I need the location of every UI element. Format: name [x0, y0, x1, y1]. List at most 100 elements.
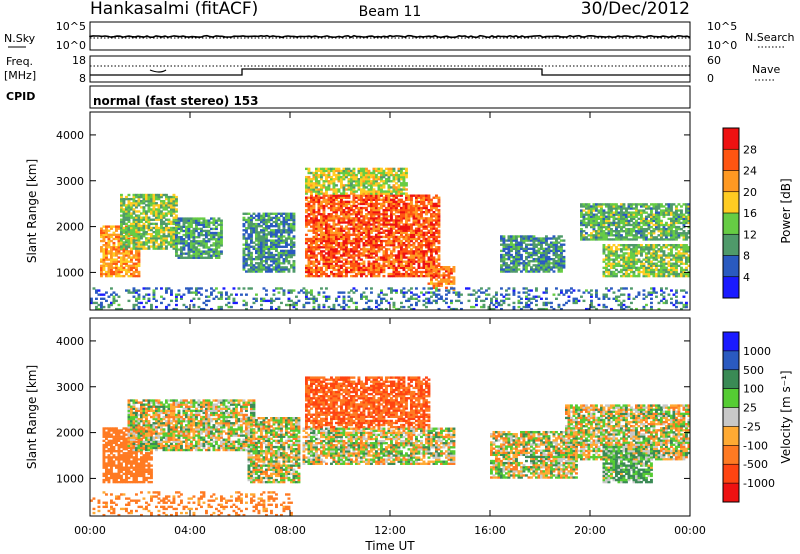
echo-cell [380, 219, 383, 222]
echo-cell [242, 253, 246, 257]
echo-cell [267, 231, 271, 234]
echo-cell [310, 219, 313, 222]
echo-cell [340, 180, 343, 183]
echo-cell [120, 256, 123, 259]
echo-cell [407, 260, 411, 263]
echo-cell [410, 215, 413, 218]
echo-cell [412, 256, 416, 259]
echo-cell [117, 227, 121, 230]
echo-cell [372, 173, 376, 177]
echo-cell [307, 184, 311, 187]
echo-cell [377, 190, 381, 193]
echo-cell [500, 253, 503, 257]
echo-cell [400, 272, 403, 276]
echo-cell [532, 241, 536, 244]
echo-cell [280, 268, 283, 271]
echo-cell [140, 243, 143, 246]
echo-cell [540, 243, 543, 246]
echo-cell [265, 262, 268, 265]
echo-cell [110, 246, 113, 249]
echo-cell [350, 178, 353, 181]
echo-cell [395, 268, 398, 272]
echo-cell [245, 262, 248, 265]
echo-cell [370, 171, 373, 175]
echo-cell [265, 218, 268, 222]
echo-cell [370, 268, 373, 272]
echo-cell [420, 250, 423, 253]
echo-cell [370, 198, 373, 201]
echo-cell [425, 208, 428, 212]
echo-cell [142, 197, 146, 201]
echo-cell [322, 262, 326, 265]
echo-cell [157, 204, 161, 207]
echo-cell [275, 264, 278, 267]
echo-cell [257, 222, 261, 226]
echo-cell [375, 239, 378, 243]
echo-cell [262, 253, 266, 257]
echo-cell [340, 266, 343, 270]
echo-cell [580, 219, 583, 223]
echo-cell [590, 213, 593, 216]
echo-cell [612, 217, 616, 221]
echo-cell [507, 253, 511, 257]
echo-cell [340, 221, 343, 224]
echo-cell [145, 241, 148, 244]
echo-cell [102, 248, 106, 251]
echo-cell [375, 167, 378, 171]
echo-cell [372, 272, 376, 276]
echo-cell [522, 249, 526, 253]
echo-cell [667, 209, 671, 212]
echo-cell [282, 220, 286, 224]
echo-cell [367, 244, 371, 247]
echo-cell [127, 204, 131, 207]
echo-cell [427, 217, 431, 220]
echo-cell [157, 197, 161, 201]
echo-cell [147, 206, 151, 209]
echo-cell [312, 215, 316, 218]
echo-cell [622, 266, 626, 270]
echo-cell [170, 208, 173, 211]
echo-cell [365, 268, 368, 272]
echo-cell [557, 270, 561, 273]
echo-cell [682, 215, 686, 218]
echo-cell [362, 231, 366, 234]
echo-cell [172, 210, 176, 213]
echo-cell [390, 202, 393, 206]
echo-cell [292, 243, 296, 246]
echo-cell [407, 206, 411, 210]
echo-cell [352, 221, 356, 224]
echo-cell [647, 258, 651, 261]
echo-cell [162, 206, 166, 209]
echo-cell [167, 230, 171, 234]
echo-cell [325, 192, 328, 195]
echo-cell [105, 235, 108, 239]
echo-cell [400, 250, 403, 253]
echo-cell [397, 229, 401, 232]
echo-cell [255, 243, 258, 246]
echo-cell [655, 219, 658, 223]
echo-cell [540, 245, 543, 248]
echo-cell [205, 246, 208, 249]
echo-cell [602, 217, 606, 221]
echo-cell [327, 274, 331, 278]
echo-cell [342, 196, 346, 199]
echo-cell [347, 252, 351, 255]
echo-cell [422, 196, 426, 199]
echo-cell [502, 237, 506, 240]
echo-cell [117, 244, 121, 247]
echo-cell [392, 233, 396, 237]
echo-cell [207, 252, 211, 255]
echo-cell [275, 218, 278, 222]
echo-cell [630, 252, 633, 255]
echo-cell [130, 204, 133, 207]
echo-cell [367, 231, 371, 234]
echo-cell [367, 225, 371, 228]
echo-cell [190, 221, 193, 224]
echo-cell [650, 232, 653, 235]
echo-cell [150, 208, 153, 211]
echo-cell [277, 245, 281, 248]
echo-cell [327, 252, 331, 255]
echo-cell [325, 266, 328, 270]
echo-cell [242, 237, 246, 240]
echo-cell [197, 240, 201, 243]
